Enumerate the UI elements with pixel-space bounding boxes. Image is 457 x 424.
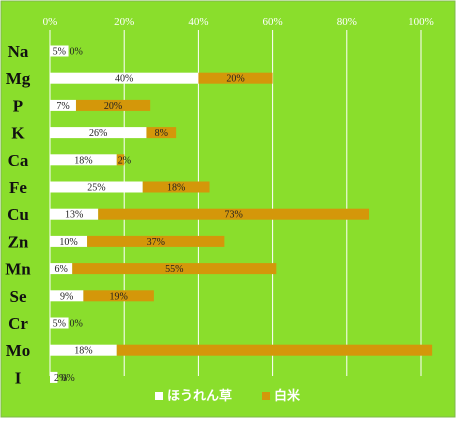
data-label: 0% xyxy=(70,47,83,58)
data-label: 0% xyxy=(70,319,83,330)
bar-白米 xyxy=(116,154,125,166)
bar-白米 xyxy=(87,235,225,247)
x-tick-label: 60% xyxy=(263,16,283,28)
bar-ほうれん草 xyxy=(50,263,73,275)
data-label: 5% xyxy=(53,319,66,330)
bar-白米 xyxy=(98,208,370,220)
category-label: Ca xyxy=(8,151,29,170)
data-label: 73% xyxy=(224,210,242,221)
data-label: 13% xyxy=(65,210,83,221)
data-label: 19% xyxy=(109,291,127,302)
bar-ほうれん草 xyxy=(50,344,117,356)
data-label: 0% xyxy=(61,373,74,384)
category-label: P xyxy=(13,96,23,115)
data-label: 9% xyxy=(60,291,73,302)
data-label: 8% xyxy=(155,128,168,139)
data-label: 18% xyxy=(74,346,92,357)
bar-ほうれん草 xyxy=(50,208,99,220)
legend-swatch xyxy=(262,392,270,400)
bar-白米 xyxy=(72,263,277,275)
data-label: 18% xyxy=(74,155,92,166)
category-label: Se xyxy=(10,287,27,306)
category-label: Mn xyxy=(5,260,31,279)
data-label: 55% xyxy=(165,264,183,275)
data-label: 37% xyxy=(147,237,165,248)
x-tick-label: 20% xyxy=(114,16,134,28)
bar-ほうれん草 xyxy=(50,181,143,193)
data-label: 20% xyxy=(226,74,244,85)
category-label: Mo xyxy=(6,341,31,360)
category-label: I xyxy=(15,368,22,387)
category-label: Fe xyxy=(9,178,27,197)
x-tick-label: 40% xyxy=(188,16,208,28)
x-tick-label: 80% xyxy=(337,16,357,28)
bar-白米 xyxy=(146,127,177,139)
data-label: 40% xyxy=(115,74,133,85)
bar-ほうれん草 xyxy=(50,290,84,302)
data-label: 6% xyxy=(54,264,67,275)
bar-ほうれん草 xyxy=(50,127,147,139)
bar-白米 xyxy=(116,344,433,356)
bar-ほうれん草 xyxy=(50,317,69,329)
data-label: 2% xyxy=(54,373,67,384)
category-label: Na xyxy=(8,42,29,61)
bar-ほうれん草 xyxy=(50,99,76,111)
bar-ほうれん草 xyxy=(50,371,58,383)
bar-ほうれん草 xyxy=(50,235,88,247)
legend-label: ほうれん草 xyxy=(167,388,232,404)
category-label: K xyxy=(11,124,25,143)
data-label: 7% xyxy=(56,101,69,112)
bar-白米 xyxy=(83,290,154,302)
data-label: 26% xyxy=(89,128,107,139)
bar-白米 xyxy=(198,72,273,84)
bar-ほうれん草 xyxy=(50,72,199,84)
x-tick-label: 100% xyxy=(408,16,434,28)
category-label: Cu xyxy=(7,205,29,224)
bar-白米 xyxy=(142,181,210,193)
legend-swatch xyxy=(155,392,163,400)
category-label: Zn xyxy=(8,232,29,251)
data-label: 18% xyxy=(167,183,185,194)
data-label: 20% xyxy=(104,101,122,112)
data-label: 10% xyxy=(59,237,77,248)
data-label: 25% xyxy=(87,183,105,194)
data-label: 2% xyxy=(118,155,131,166)
category-label: Mg xyxy=(6,69,31,88)
category-label: Cr xyxy=(8,314,28,333)
x-tick-label: 0% xyxy=(43,16,58,28)
bar-ほうれん草 xyxy=(50,45,69,57)
bar-ほうれん草 xyxy=(50,154,117,166)
legend-label: 白米 xyxy=(274,388,301,404)
bar-白米 xyxy=(75,99,151,111)
data-label: 5% xyxy=(53,47,66,58)
